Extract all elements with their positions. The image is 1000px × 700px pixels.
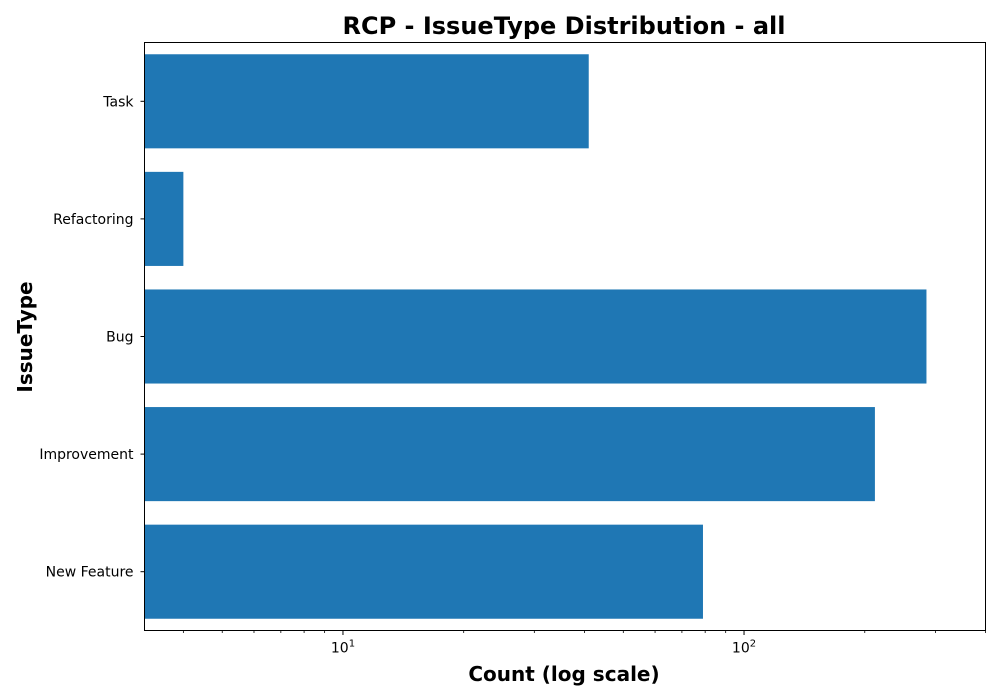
x-axis-label: Count (log scale) [468, 662, 659, 686]
y-tick-label-bug: Bug [106, 330, 133, 346]
y-tick-label-new-feature: New Feature [46, 565, 134, 581]
x-tick-label-exponent: 2 [750, 639, 756, 650]
x-tick-label-100: 102 [732, 639, 756, 657]
y-tick-label-task: Task [102, 94, 134, 110]
y-tick-label-refactoring: Refactoring [53, 212, 133, 228]
bars-group [144, 54, 927, 619]
bar-refactoring [144, 171, 184, 266]
y-tick-marks [140, 100, 145, 573]
bar-bug [144, 289, 927, 384]
chart-title: RCP - IssueType Distribution - all [342, 12, 785, 40]
x-tick-marks [182, 630, 986, 635]
plot-frame [144, 42, 986, 631]
bar-new-feature [144, 524, 703, 619]
x-tick-label-10: 101 [331, 639, 355, 657]
y-tick-label-improvement: Improvement [39, 447, 134, 463]
x-tick-labels: 101 102 [331, 639, 756, 657]
x-tick-label-base: 10 [732, 641, 750, 657]
y-tick-labels: New Feature Improvement Bug Refactoring Task [39, 94, 134, 580]
bar-improvement [144, 407, 875, 502]
bar-task [144, 54, 589, 149]
y-axis-label: IssueType [13, 281, 37, 392]
x-tick-label-exponent: 1 [349, 639, 355, 650]
x-tick-label-base: 10 [331, 641, 349, 657]
